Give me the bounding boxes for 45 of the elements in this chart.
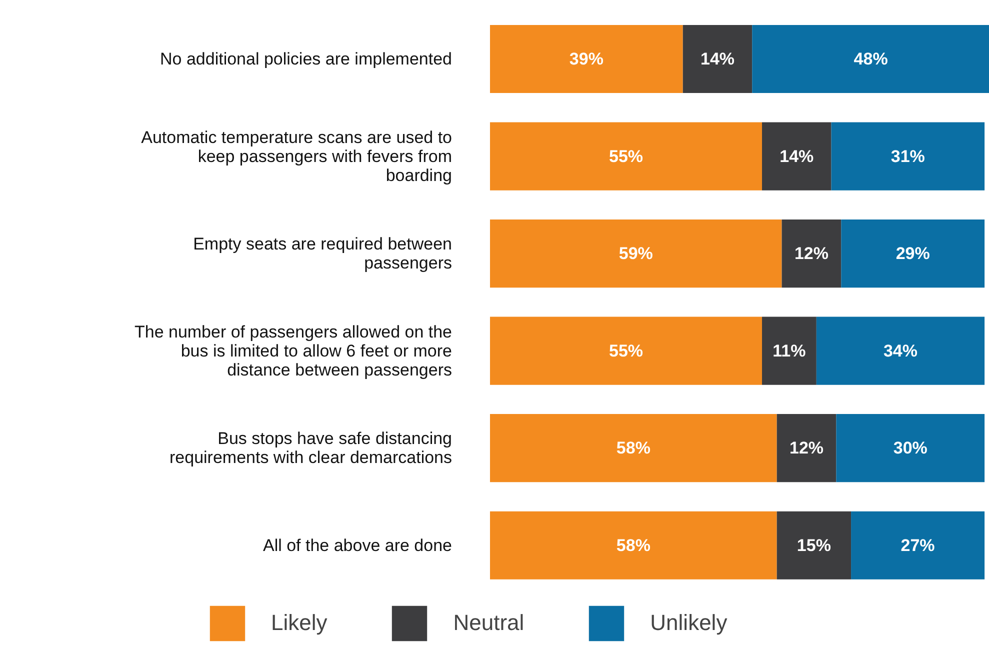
bar [836, 414, 985, 482]
bar [851, 511, 985, 580]
data-label: 11% [772, 341, 806, 360]
data-label: 14% [780, 146, 814, 166]
legend-label: Likely [271, 610, 328, 636]
data-label: 31% [890, 146, 925, 166]
bar [762, 122, 832, 190]
data-label: 39% [569, 50, 604, 68]
data-label: 59% [618, 244, 653, 264]
bar [762, 316, 816, 385]
data-label: 12% [794, 244, 828, 264]
y-tick-label: Empty seats are required between passengers [193, 234, 452, 273]
y-tick-label: The number of passengers allowed on the bus is limited to allow 6 feet or more distance between passengers [134, 322, 452, 380]
data-label: 12% [790, 438, 824, 458]
bar [490, 414, 777, 482]
bar [490, 24, 683, 94]
y-tick-label: No additional policies are implemented [160, 50, 452, 68]
bar [682, 24, 752, 94]
data-label: 27% [900, 536, 935, 555]
bar [841, 220, 985, 288]
data-label: 14% [700, 50, 735, 68]
bar [490, 316, 762, 385]
y-tick-label: Automatic temperature scans are used to keep passengers with fevers from boarding [141, 128, 452, 185]
data-label: 29% [896, 244, 930, 264]
bar [816, 316, 985, 385]
y-tick-label: All of the above are done [262, 536, 452, 555]
data-label: 58% [616, 536, 650, 555]
data-label: 55% [608, 341, 644, 360]
bar [776, 511, 852, 580]
data-label: 34% [883, 341, 918, 360]
bar [490, 220, 782, 288]
bar [776, 414, 836, 482]
y-tick-label: Bus stops have safe distancing requirements with clear demarcations [169, 429, 452, 468]
data-label: 30% [893, 438, 928, 458]
bar [752, 24, 989, 94]
bar [490, 122, 762, 190]
data-label: 48% [854, 50, 888, 68]
bar [831, 122, 985, 190]
legend-label: Neutral [453, 610, 524, 636]
data-label: 55% [608, 146, 644, 166]
data-label: 15% [796, 536, 831, 555]
legend-label: Unlikely [650, 610, 728, 636]
bar [782, 220, 842, 288]
bar [490, 511, 777, 580]
data-label: 58% [616, 438, 650, 458]
